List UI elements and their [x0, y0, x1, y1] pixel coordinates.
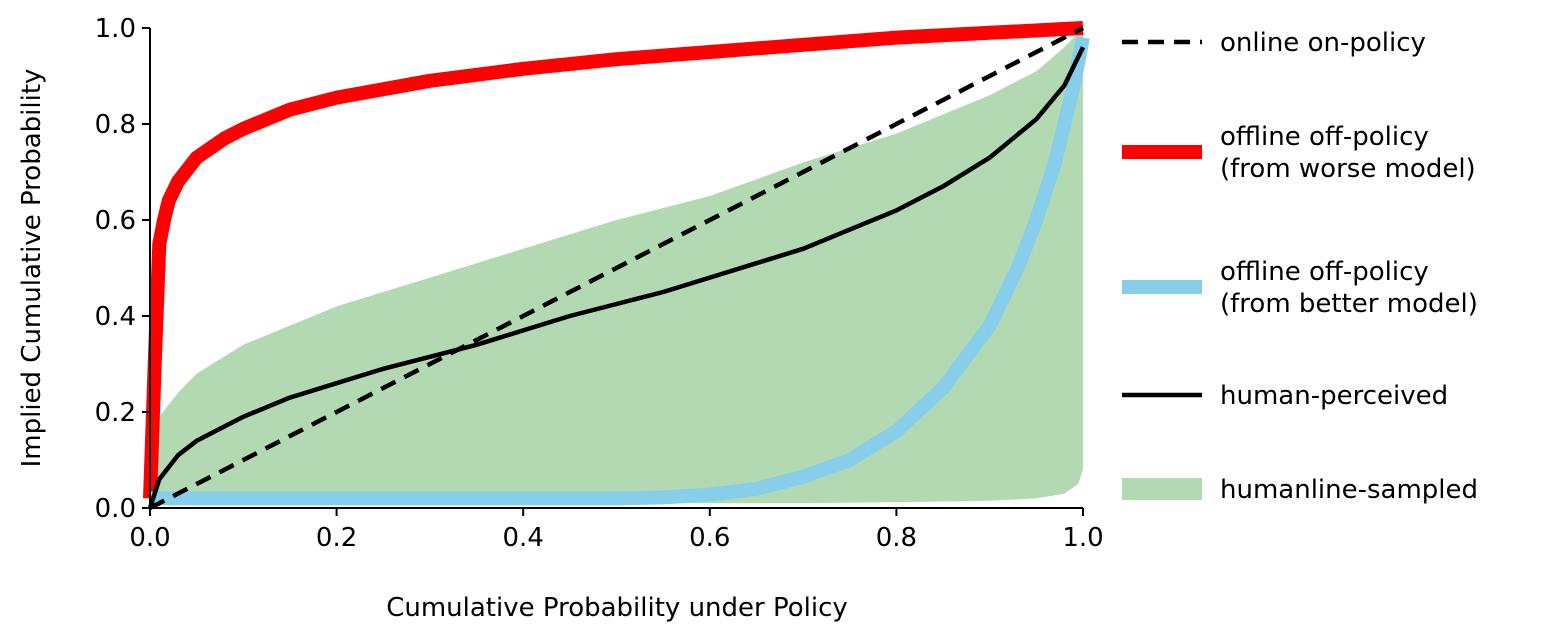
x-axis-label: Cumulative Probability under Policy	[386, 593, 848, 623]
x-tick-label-0: 0.0	[129, 523, 170, 553]
legend-swatch-sampled	[1122, 478, 1202, 500]
series-line-human	[147, 46, 1086, 509]
series-line-worse	[143, 21, 1084, 499]
legend-label-sampled: humanline-sampled	[1220, 475, 1478, 505]
y-axis-label: Implied Cumulative Probability	[17, 69, 47, 468]
legend-label-worse-0: offline off-policy	[1220, 122, 1429, 152]
x-tick-label-4: 0.8	[876, 523, 917, 553]
x-tick-label-3: 0.6	[689, 523, 730, 553]
y-tick-label-4: 0.8	[95, 110, 136, 140]
x-tick-label-5: 1.0	[1062, 523, 1103, 553]
legend-label-human: human-perceived	[1220, 381, 1448, 411]
axes: 0.0 0.2 0.4 0.6 0.8 1.0 0.0 0.2 0.4 0.6 0.8 1.0	[95, 14, 1104, 553]
x-tick-label-1: 0.2	[316, 523, 357, 553]
legend-label-online: online on-policy	[1220, 28, 1426, 58]
plot-area	[143, 21, 1090, 511]
y-tick-label-2: 0.4	[95, 302, 136, 332]
x-tick-label-2: 0.4	[503, 523, 544, 553]
series-line-online	[148, 25, 1085, 511]
y-tick-label-5: 1.0	[95, 14, 136, 44]
legend-label-worse-1: (from worse model)	[1220, 154, 1476, 184]
legend-label-better-1: (from better model)	[1220, 289, 1478, 319]
y-tick-label-3: 0.6	[95, 206, 136, 236]
y-tick-label-0: 0.0	[95, 494, 136, 524]
series-line-better	[150, 36, 1090, 506]
legend-label-better-0: offline off-policy	[1220, 257, 1429, 287]
y-tick-label-1: 0.2	[95, 398, 136, 428]
